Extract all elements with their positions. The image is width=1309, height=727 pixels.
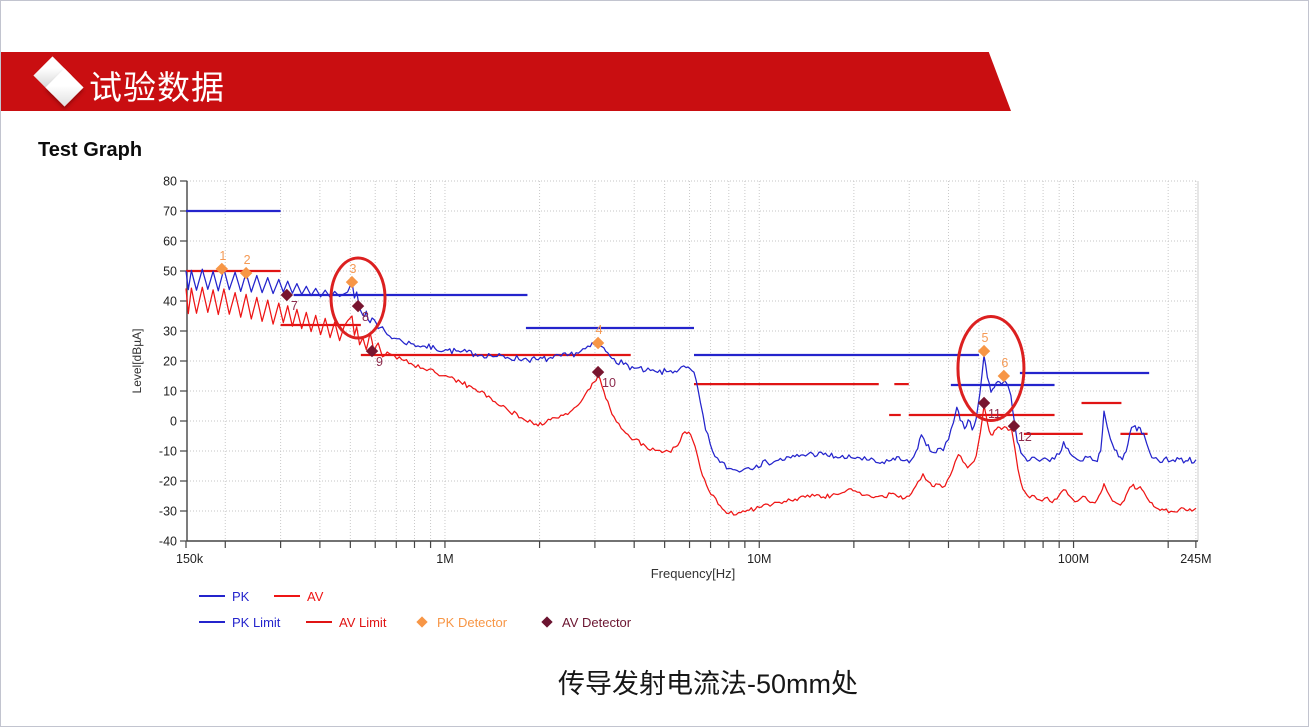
axis-tick-labels: 80 70 60 50 40 30 20 10 0 -10 -20 -30 -40 150k 1M 10M 10… [159,175,1212,567]
av-detector-markers: 7 8 9 10 11 12 [280,288,1032,444]
legend-label: PK Limit [232,614,281,630]
pk-detector-markers: 1 2 3 4 56 [215,249,1011,383]
detector-label: 10 [602,376,616,390]
detector-label: 6 [1001,356,1008,370]
axis-titles: Frequency[Hz] Level[dBµA] [130,329,735,581]
legend-label: PK [232,588,250,604]
highlight-ellipse [956,315,1026,422]
pk-curve [185,268,1197,473]
highlight-ellipse [329,256,387,340]
chart-caption: 传导发射电流法-50mm处 [557,669,858,699]
legend-item-av: AV [274,588,324,604]
detector-label: 1 [219,249,226,263]
legend-item-pk: PK [199,588,250,604]
detector-label: 5 [982,331,989,345]
detector-label: 11 [988,407,1001,421]
detector-label: 2 [244,253,251,267]
y-tick-label: 10 [163,385,177,399]
legend-label: PK Detector [437,614,508,630]
y-tick-label: 20 [163,355,177,369]
legend-line-swatch [199,595,225,597]
legend-item-av-limit: AV Limit [306,614,387,630]
y-tick-label: 70 [163,205,177,219]
detector-label: 9 [376,355,383,369]
legend-diamond-icon [541,616,553,628]
detector-label: 4 [596,323,603,337]
x-tick-label: 1M [436,552,453,566]
y-tick-label: -10 [159,445,177,459]
y-tick-label: 40 [163,295,177,309]
detector-label: 3 [349,262,356,276]
page-title: 试验数据 [89,71,225,107]
y-tick-label: 30 [163,325,177,339]
legend-line-swatch [199,621,225,623]
legend-item-pk-detector: PK Detector [414,614,508,630]
y-tick-label: -40 [159,535,177,549]
legend-label: AV [307,588,324,604]
gridlines [187,180,1199,541]
legend-label: AV Detector [562,614,632,630]
legend-diamond-icon [416,616,428,628]
x-tick-label: 10M [747,552,771,566]
y-tick-label: 60 [163,235,177,249]
x-axis-title: Frequency[Hz] [651,566,736,581]
y-tick-label: -20 [159,475,177,489]
detector-label: 12 [1018,430,1032,444]
y-tick-label: 80 [163,175,177,189]
y-tick-label: -30 [159,505,177,519]
section-heading: Test Graph [38,139,143,161]
av-curve [185,286,1197,516]
legend-line-swatch [306,621,332,623]
detector-label: 7 [291,299,298,313]
y-tick-label: 50 [163,265,177,279]
x-tick-label: 100M [1058,552,1089,566]
pk-limit-lines [186,209,1150,387]
legend-item-av-detector: AV Detector [539,614,632,630]
axes [180,180,1198,548]
x-tick-label: 245M [1180,552,1211,566]
detector-label: 8 [362,310,369,324]
legend-item-pk-limit: PK Limit [199,614,281,630]
highlight-ellipses [329,256,1026,422]
y-axis-title: Level[dBµA] [130,329,144,394]
legend-line-swatch [274,595,300,597]
header-banner: 试验数据 [1,52,1011,111]
legend-label: AV Limit [339,614,387,630]
x-tick-label: 150k [176,552,204,566]
y-tick-label: 0 [170,415,177,429]
